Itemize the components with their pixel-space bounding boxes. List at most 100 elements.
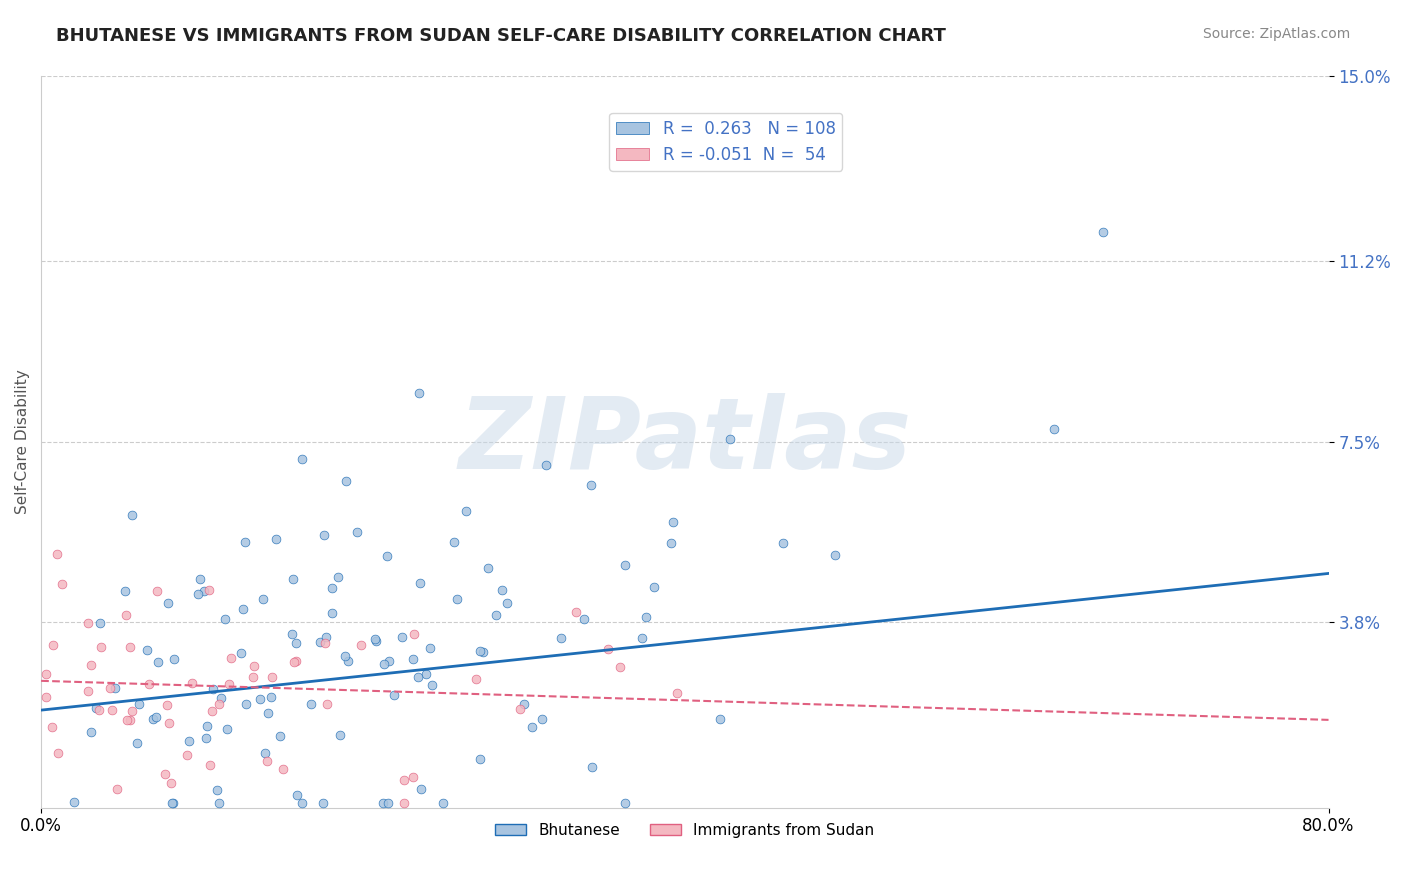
Point (309, 635, 332, 649)
Point (162, 651, 184, 665)
Point (631, 631, 654, 645)
Point (98, 681, 121, 695)
Point (470, 644, 492, 658)
Point (613, 558, 636, 572)
Point (233, 534, 256, 549)
Point (128, 697, 150, 711)
Point (219, 651, 242, 665)
Point (477, 561, 499, 575)
Point (42, 638, 65, 652)
Point (377, 655, 399, 669)
Point (121, 704, 143, 718)
Point (271, 763, 294, 777)
Point (415, 667, 437, 681)
Point (46, 746, 69, 760)
Point (283, 655, 305, 669)
Text: BHUTANESE VS IMMIGRANTS FROM SUDAN SELF-CARE DISABILITY CORRELATION CHART: BHUTANESE VS IMMIGRANTS FROM SUDAN SELF-… (56, 27, 946, 45)
Point (243, 659, 266, 673)
Point (198, 757, 221, 772)
Point (235, 698, 257, 712)
Point (156, 698, 179, 713)
Point (87, 703, 110, 717)
Point (80, 657, 103, 672)
Point (218, 677, 240, 691)
Point (291, 452, 314, 467)
Point (208, 697, 231, 711)
Point (609, 660, 631, 674)
Point (404, 627, 426, 641)
Point (242, 670, 264, 684)
Point (63, 795, 86, 809)
Point (371, 796, 394, 810)
Point (522, 720, 544, 734)
Point (485, 608, 508, 623)
Text: ZIPatlas: ZIPatlas (458, 393, 911, 490)
Point (364, 632, 387, 646)
Point (86, 700, 108, 714)
Point (269, 729, 291, 743)
Point (1091, 225, 1114, 239)
Point (208, 796, 231, 810)
Point (346, 524, 368, 539)
Point (509, 701, 531, 715)
Point (35, 666, 58, 681)
Point (90, 640, 112, 654)
Point (157, 716, 180, 731)
Point (209, 690, 232, 705)
Point (614, 796, 637, 810)
Point (408, 385, 430, 400)
Point (321, 581, 343, 595)
Point (392, 773, 415, 788)
Point (160, 775, 183, 789)
Point (409, 576, 432, 591)
Point (534, 458, 557, 472)
Point (336, 654, 359, 668)
Point (177, 734, 200, 748)
Point (198, 583, 221, 598)
Point (260, 690, 283, 704)
Point (231, 646, 253, 660)
Point (643, 580, 665, 594)
Point (392, 796, 415, 810)
Point (157, 596, 180, 610)
Point (35, 690, 58, 704)
Point (290, 796, 312, 810)
Point (249, 692, 271, 706)
Point (118, 713, 141, 727)
Point (77, 616, 100, 631)
Point (148, 655, 170, 669)
Point (202, 681, 225, 696)
Point (419, 641, 441, 656)
Point (709, 713, 731, 727)
Point (335, 648, 357, 663)
Point (180, 676, 202, 690)
Point (364, 634, 387, 648)
Point (314, 636, 336, 650)
Point (41, 721, 63, 735)
Point (193, 583, 215, 598)
Point (665, 686, 688, 700)
Point (125, 736, 148, 750)
Point (598, 641, 620, 656)
Point (312, 796, 335, 810)
Point (232, 601, 254, 615)
Point (579, 478, 602, 492)
Point (464, 672, 486, 686)
Point (350, 639, 373, 653)
Point (104, 681, 127, 695)
Point (513, 697, 536, 711)
Point (496, 596, 519, 610)
Point (176, 748, 198, 763)
Point (285, 788, 308, 802)
Point (443, 535, 465, 549)
Point (283, 572, 305, 586)
Point (446, 592, 468, 607)
Point (316, 697, 339, 711)
Point (105, 782, 128, 797)
Point (299, 698, 322, 712)
Point (456, 503, 478, 517)
Point (145, 710, 167, 724)
Point (659, 536, 682, 550)
Point (335, 474, 357, 488)
Point (195, 731, 218, 745)
